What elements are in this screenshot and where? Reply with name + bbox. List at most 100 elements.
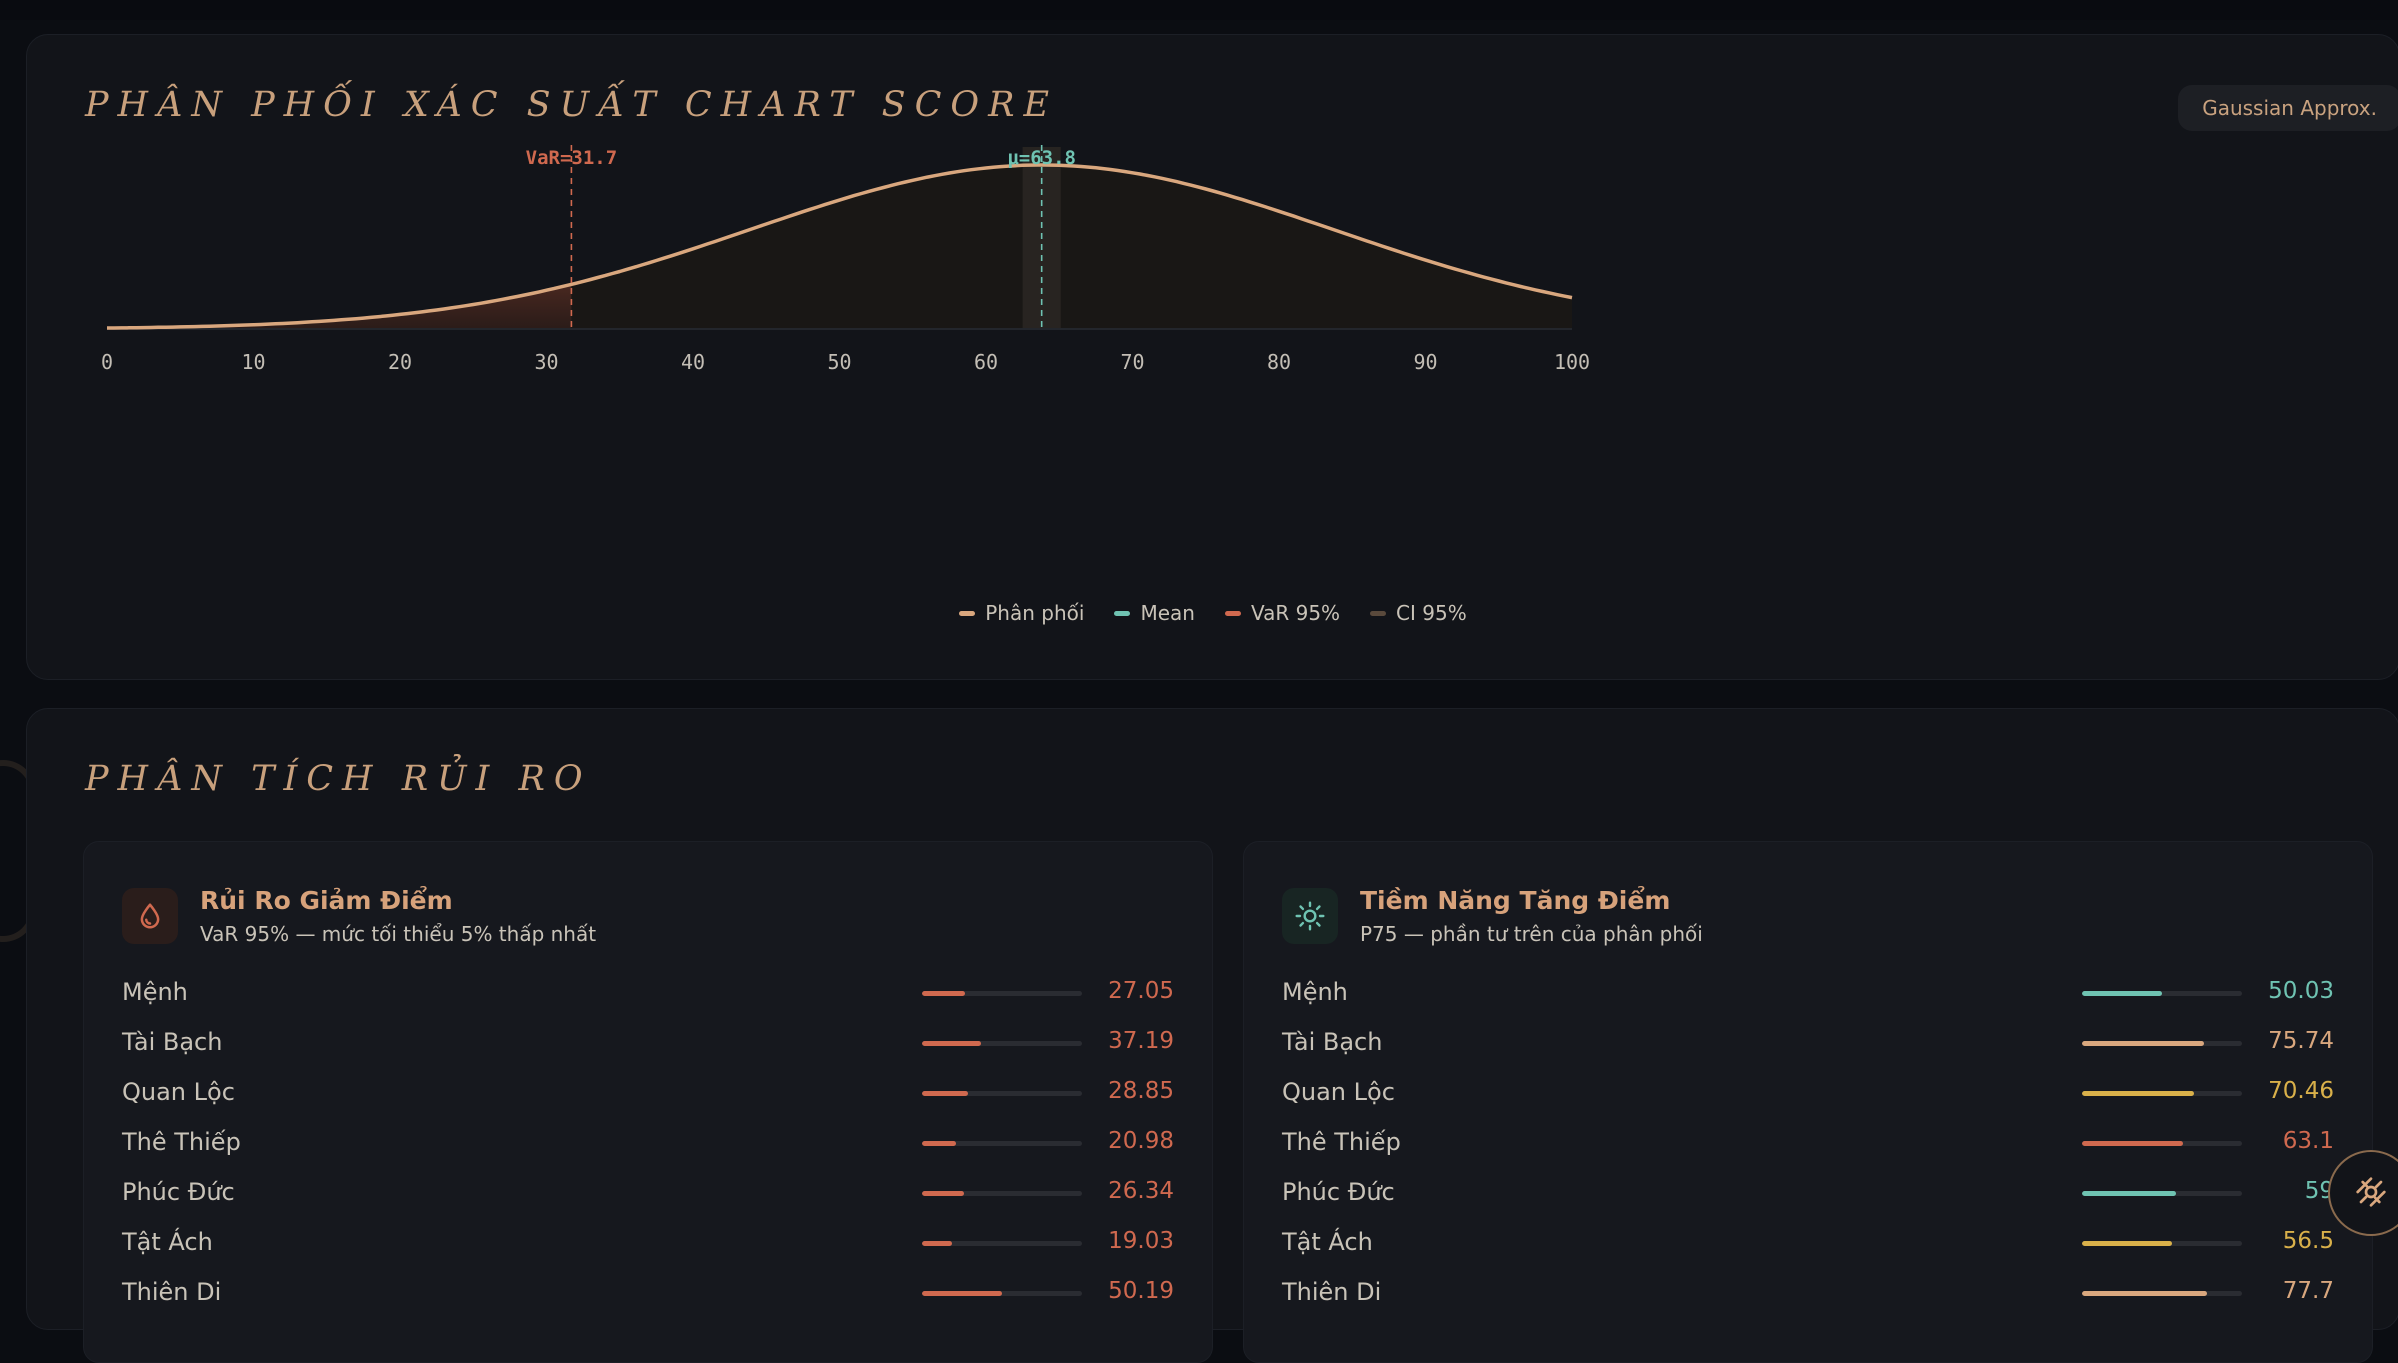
metric-label: Thê Thiếp bbox=[122, 1128, 241, 1156]
distribution-card: PHÂN PHỐI XÁC SUẤT CHART SCORE Gaussian … bbox=[26, 34, 2398, 680]
x-tick-label: 10 bbox=[241, 350, 265, 374]
legend-swatch-var bbox=[1224, 610, 1241, 616]
metric-bar bbox=[2082, 1241, 2242, 1246]
var-label: VaR=31.7 bbox=[526, 147, 618, 169]
risk-card: PHÂN TÍCH RỦI RO Rủi Ro Giảm Điểm VaR 95… bbox=[26, 708, 2398, 1363]
metric-bar-fill bbox=[2082, 1191, 2177, 1196]
metric-bar bbox=[922, 1141, 1082, 1146]
metric-value: 27.05 bbox=[1108, 978, 1174, 1004]
legend-item-distribution[interactable]: Phân phối bbox=[959, 601, 1084, 625]
metric-bar-fill bbox=[2082, 1241, 2172, 1246]
metric-bar-fill bbox=[922, 1041, 982, 1046]
legend-label: VaR 95% bbox=[1250, 601, 1341, 625]
metric-row: Thiên Di 77.7 bbox=[1282, 1272, 2334, 1312]
distribution-curve bbox=[107, 163, 1573, 330]
metric-bar bbox=[922, 1091, 1082, 1096]
legend-label: Phân phối bbox=[985, 601, 1085, 625]
metric-value: 20.98 bbox=[1108, 1128, 1174, 1154]
metric-bar-fill bbox=[922, 1191, 964, 1196]
legend-swatch-ci bbox=[1370, 610, 1387, 616]
metric-bar bbox=[922, 991, 1082, 996]
metric-row: Phúc Đức 26.34 bbox=[122, 1172, 1174, 1212]
metric-row: Thiên Di 50.19 bbox=[122, 1272, 1174, 1312]
metric-label: Tật Ách bbox=[122, 1228, 213, 1256]
x-tick-label: 100 bbox=[1554, 350, 1590, 374]
metric-row: Mệnh 27.05 bbox=[122, 972, 1174, 1012]
mean-label: μ=63.8 bbox=[1007, 147, 1076, 169]
metric-label: Quan Lộc bbox=[1282, 1078, 1395, 1106]
metric-row: Quan Lộc 70.46 bbox=[1282, 1072, 2334, 1112]
metric-bar bbox=[922, 1191, 1082, 1196]
risk-title: PHÂN TÍCH RỦI RO bbox=[85, 759, 592, 799]
metric-value: 70.46 bbox=[2268, 1078, 2334, 1104]
metric-value: 26.34 bbox=[1108, 1178, 1174, 1204]
x-tick-label: 40 bbox=[681, 350, 705, 374]
legend-label: CI 95% bbox=[1396, 601, 1467, 625]
floating-action-button[interactable] bbox=[2328, 1150, 2398, 1236]
chart-legend: Phân phối Mean VaR 95% CI 95% bbox=[27, 601, 2398, 625]
metric-label: Thê Thiếp bbox=[1282, 1128, 1401, 1156]
upside-subtitle: P75 — phần tư trên của phân phối bbox=[1360, 922, 1703, 946]
metric-label: Tài Bạch bbox=[1282, 1028, 1383, 1056]
metric-row: Tật Ách 56.5 bbox=[1282, 1222, 2334, 1262]
metric-label: Mệnh bbox=[122, 978, 188, 1006]
metric-bar bbox=[922, 1241, 1082, 1246]
distribution-area bbox=[107, 165, 1572, 329]
metric-bar-fill bbox=[922, 991, 966, 996]
distribution-chart: VaR=31.7 μ=63.8 0 10 20 30 40 50 60 70 80 90 100 bbox=[101, 145, 1590, 374]
metric-bar-fill bbox=[2082, 1141, 2183, 1146]
gaussian-badge: Gaussian Approx. bbox=[2178, 85, 2398, 131]
downside-title: Rủi Ro Giảm Điểm bbox=[200, 886, 453, 915]
metric-row: Phúc Đức 59 bbox=[1282, 1172, 2334, 1212]
metric-value: 50.03 bbox=[2268, 978, 2334, 1004]
metric-value: 19.03 bbox=[1108, 1228, 1174, 1254]
metric-value: 50.19 bbox=[1108, 1278, 1174, 1304]
metric-row: Tật Ách 19.03 bbox=[122, 1222, 1174, 1262]
sparkle-icon bbox=[2351, 1172, 2391, 1215]
metric-bar bbox=[2082, 991, 2242, 996]
x-tick-label: 60 bbox=[974, 350, 998, 374]
metric-bar bbox=[2082, 1141, 2242, 1146]
metric-row: Quan Lộc 28.85 bbox=[122, 1072, 1174, 1112]
metric-value: 56.5 bbox=[2282, 1228, 2334, 1254]
legend-item-var[interactable]: VaR 95% bbox=[1224, 601, 1341, 625]
metric-label: Thiên Di bbox=[122, 1278, 222, 1306]
x-tick-label: 20 bbox=[388, 350, 412, 374]
downside-subtitle: VaR 95% — mức tối thiểu 5% thấp nhất bbox=[200, 922, 597, 946]
metric-label: Mệnh bbox=[1282, 978, 1348, 1006]
legend-item-ci[interactable]: CI 95% bbox=[1370, 601, 1467, 625]
metric-label: Tài Bạch bbox=[122, 1028, 223, 1056]
metric-value: 77.7 bbox=[2282, 1278, 2334, 1304]
var-tail-area bbox=[107, 284, 572, 329]
drop-icon bbox=[122, 888, 178, 944]
top-strip bbox=[0, 0, 2398, 20]
x-tick-label: 0 bbox=[101, 350, 113, 374]
metric-row: Tài Bạch 75.74 bbox=[1282, 1022, 2334, 1062]
metric-row: Thê Thiếp 20.98 bbox=[122, 1122, 1174, 1162]
upside-title: Tiềm Năng Tăng Điểm bbox=[1360, 886, 1671, 915]
x-tick-label: 50 bbox=[827, 350, 851, 374]
metric-label: Phúc Đức bbox=[1282, 1178, 1395, 1206]
sun-icon bbox=[1282, 888, 1338, 944]
legend-swatch-distribution bbox=[959, 610, 976, 616]
legend-label: Mean bbox=[1140, 601, 1195, 625]
metric-label: Quan Lộc bbox=[122, 1078, 235, 1106]
upside-panel: Tiềm Năng Tăng Điểm P75 — phần tư trên c… bbox=[1243, 841, 2373, 1363]
metric-bar bbox=[2082, 1191, 2242, 1196]
metric-row: Mệnh 50.03 bbox=[1282, 972, 2334, 1012]
metric-bar-fill bbox=[922, 1141, 956, 1146]
metric-bar-fill bbox=[2082, 1041, 2204, 1046]
metric-value: 37.19 bbox=[1108, 1028, 1174, 1054]
distribution-title: PHÂN PHỐI XÁC SUẤT CHART SCORE bbox=[85, 85, 1059, 125]
metric-value: 75.74 bbox=[2268, 1028, 2334, 1054]
legend-item-mean[interactable]: Mean bbox=[1114, 601, 1195, 625]
downside-panel: Rủi Ro Giảm Điểm VaR 95% — mức tối thiểu… bbox=[83, 841, 1213, 1363]
metric-row: Thê Thiếp 63.1 bbox=[1282, 1122, 2334, 1162]
metric-value: 63.1 bbox=[2282, 1128, 2334, 1154]
metric-bar bbox=[2082, 1041, 2242, 1046]
metric-row: Tài Bạch 37.19 bbox=[122, 1022, 1174, 1062]
metric-bar-fill bbox=[2082, 1091, 2194, 1096]
x-tick-label: 30 bbox=[534, 350, 558, 374]
metric-value: 28.85 bbox=[1108, 1078, 1174, 1104]
metric-bar bbox=[2082, 1091, 2242, 1096]
